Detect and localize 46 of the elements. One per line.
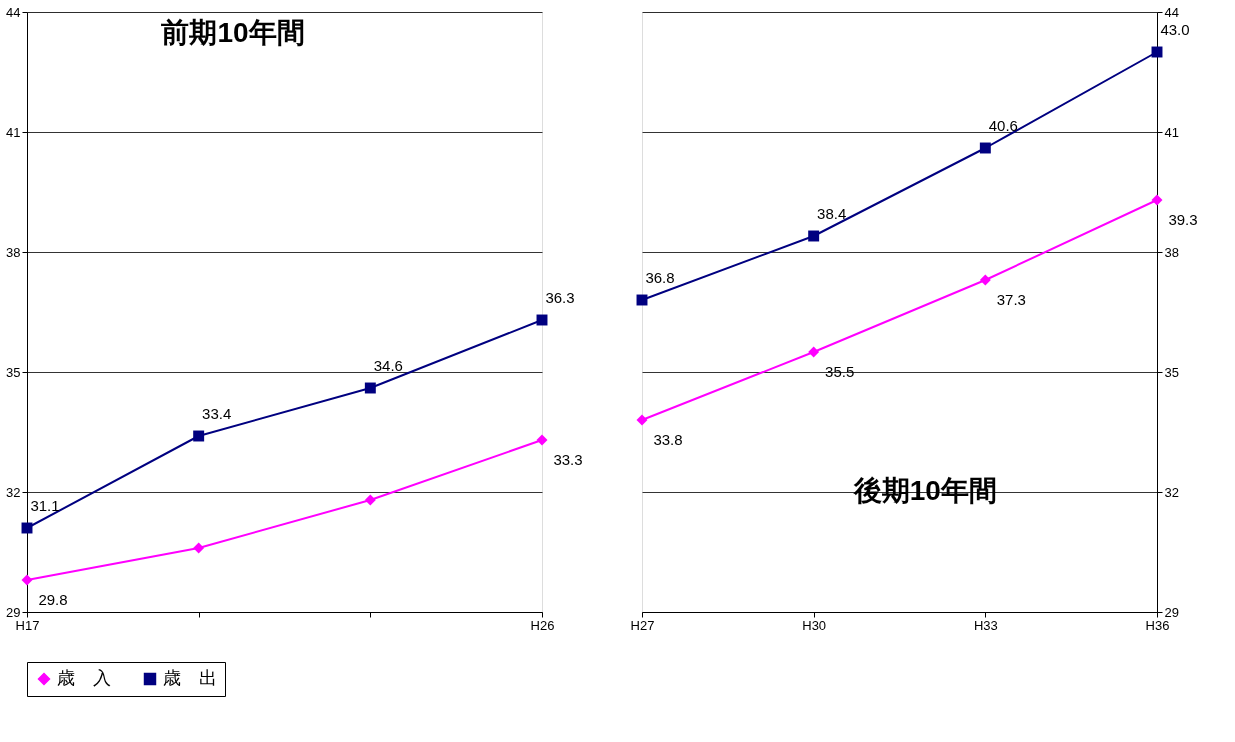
point bbox=[21, 574, 33, 586]
data-label: 29.8 bbox=[38, 591, 68, 608]
x-tick-label: H33 bbox=[973, 617, 998, 633]
y-tick-label: 29 bbox=[1164, 604, 1179, 620]
x-tick-label: H27 bbox=[630, 617, 655, 633]
point bbox=[193, 430, 205, 442]
data-label: 33.4 bbox=[202, 405, 232, 422]
point bbox=[979, 142, 991, 154]
data-label: 33.8 bbox=[653, 431, 683, 448]
y-tick-label: 35 bbox=[6, 364, 21, 380]
y-tick-label: 38 bbox=[1164, 244, 1179, 260]
y-tick-label: 44 bbox=[6, 4, 21, 20]
chart-title: 前期10年間 bbox=[160, 17, 305, 48]
data-label: 39.3 bbox=[1168, 211, 1198, 228]
point bbox=[364, 494, 376, 506]
data-label: 31.1 bbox=[30, 497, 60, 514]
y-tick-label: 32 bbox=[6, 484, 21, 500]
legend-label: 歳 入 bbox=[57, 668, 111, 688]
data-label: 43.0 bbox=[1160, 21, 1190, 38]
y-tick-label: 41 bbox=[6, 124, 21, 140]
point bbox=[364, 382, 376, 394]
data-label: 38.4 bbox=[817, 205, 847, 222]
legend-label: 歳 出 bbox=[163, 668, 217, 688]
point bbox=[979, 274, 991, 286]
data-label: 36.3 bbox=[545, 289, 575, 306]
x-tick-label: H30 bbox=[802, 617, 827, 633]
y-tick-label: 38 bbox=[6, 244, 21, 260]
category-label: H17 bbox=[15, 617, 40, 633]
point bbox=[808, 230, 820, 242]
y-tick-label: 29 bbox=[6, 604, 21, 620]
data-label: 36.8 bbox=[645, 269, 675, 286]
point bbox=[636, 414, 648, 426]
point bbox=[808, 346, 820, 358]
y-tick-label: 32 bbox=[1164, 484, 1179, 500]
data-label: 37.3 bbox=[996, 291, 1026, 308]
y-tick-label: 35 bbox=[1164, 364, 1179, 380]
y-tick-label: 41 bbox=[1164, 124, 1179, 140]
data-label: 34.6 bbox=[373, 357, 403, 374]
category-label: H26 bbox=[530, 617, 555, 633]
point bbox=[193, 542, 205, 554]
x-tick-label: H36 bbox=[1145, 617, 1170, 633]
y-tick-label: 44 bbox=[1164, 4, 1179, 20]
data-label: 33.3 bbox=[553, 451, 583, 468]
data-label: 40.6 bbox=[988, 117, 1018, 134]
point bbox=[1151, 194, 1163, 206]
point bbox=[536, 434, 548, 446]
